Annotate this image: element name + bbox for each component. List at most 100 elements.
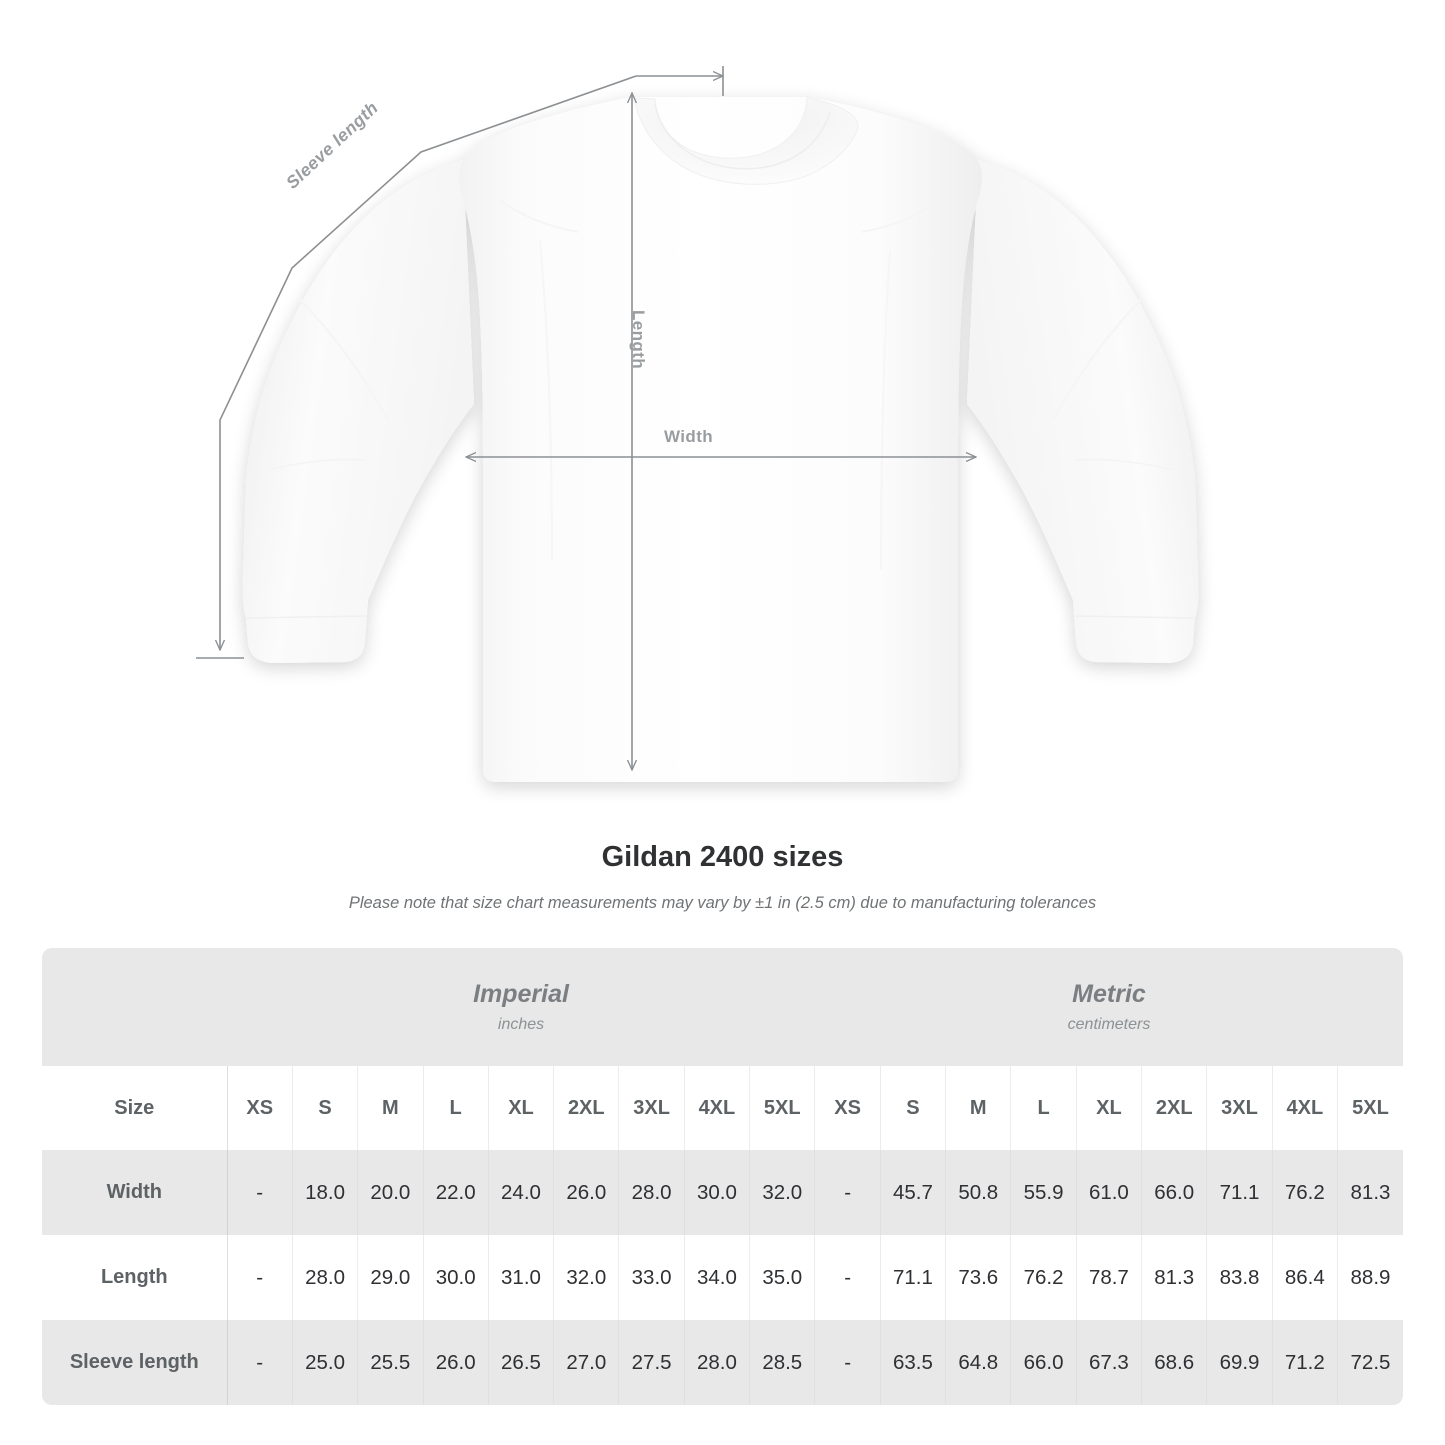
table-cell: 66.0 <box>1010 1320 1077 1405</box>
size-header-cell: XL <box>1076 1066 1143 1150</box>
garment-diagram: Sleeve length Length Width <box>196 66 1199 782</box>
table-cell: 30.0 <box>684 1150 751 1235</box>
table-cell: 71.2 <box>1272 1320 1338 1405</box>
size-header-cell: 2XL <box>1141 1066 1208 1150</box>
page-title: Gildan 2400 sizes <box>601 841 844 873</box>
table-cell: 26.5 <box>488 1320 555 1405</box>
table-cell: 71.1 <box>1206 1150 1273 1235</box>
table-cell: 29.0 <box>357 1235 424 1320</box>
table-cell: 76.2 <box>1010 1235 1077 1320</box>
table-cell: 83.8 <box>1206 1235 1273 1320</box>
table-cell: 30.0 <box>423 1235 489 1320</box>
table-cell: 32.0 <box>553 1235 620 1320</box>
table-cell: 72.5 <box>1337 1320 1403 1405</box>
tolerance-note: Please note that size chart measurements… <box>348 893 1097 912</box>
table-cell: 66.0 <box>1141 1150 1208 1235</box>
table-cell: 33.0 <box>618 1235 685 1320</box>
size-header-cell: 5XL <box>1337 1066 1403 1150</box>
table-cell: 27.0 <box>553 1320 620 1405</box>
table-cell: 28.0 <box>684 1320 751 1405</box>
table-cell: - <box>227 1150 293 1235</box>
metric-unit-sub: centimeters <box>1067 1016 1151 1034</box>
size-header-cell: M <box>357 1066 424 1150</box>
size-header-row: Size XS S M L XL 2XL 3XL 4XL 5XL XS S M … <box>42 1066 1403 1150</box>
table-cell: 55.9 <box>1010 1150 1077 1235</box>
imperial-unit-sub: inches <box>497 1016 545 1034</box>
table-cell: 22.0 <box>423 1150 489 1235</box>
size-table: Imperial inches Metric centimeters Size … <box>42 948 1403 1405</box>
table-row: Width - 18.0 20.0 22.0 24.0 26.0 28.0 30… <box>42 1150 1403 1235</box>
size-header-cell: M <box>945 1066 1012 1150</box>
table-cell: 20.0 <box>357 1150 424 1235</box>
unit-header-row: Imperial inches Metric centimeters <box>42 948 1403 1066</box>
table-cell: - <box>814 1235 881 1320</box>
imperial-header-cell: Imperial inches <box>227 948 815 1066</box>
table-cell: 81.3 <box>1337 1150 1403 1235</box>
table-cell: 50.8 <box>945 1150 1012 1235</box>
table-cell: 31.0 <box>488 1235 555 1320</box>
size-table-container: Imperial inches Metric centimeters Size … <box>42 948 1403 1405</box>
table-cell: 67.3 <box>1076 1320 1143 1405</box>
size-header-cell: XS <box>227 1066 293 1150</box>
size-header-cell: XL <box>488 1066 555 1150</box>
table-cell: 25.5 <box>357 1320 424 1405</box>
table-cell: 68.6 <box>1141 1320 1208 1405</box>
table-cell: 34.0 <box>684 1235 751 1320</box>
table-row: Sleeve length - 25.0 25.5 26.0 26.5 27.0… <box>42 1320 1403 1405</box>
size-header-cell: 5XL <box>749 1066 816 1150</box>
table-cell: 28.0 <box>292 1235 359 1320</box>
size-header-cell: L <box>1010 1066 1077 1150</box>
table-cell: 24.0 <box>488 1150 555 1235</box>
table-cell: - <box>227 1320 293 1405</box>
table-cell: 45.7 <box>880 1150 947 1235</box>
table-cell: 18.0 <box>292 1150 359 1235</box>
table-cell: 25.0 <box>292 1320 359 1405</box>
table-cell: 69.9 <box>1206 1320 1273 1405</box>
table-cell: - <box>814 1320 881 1405</box>
size-header-cell: S <box>880 1066 947 1150</box>
width-label: Width <box>664 427 714 446</box>
row-label: Length <box>42 1235 228 1320</box>
table-cell: 28.5 <box>749 1320 816 1405</box>
size-header-cell: 4XL <box>1272 1066 1338 1150</box>
table-cell: 63.5 <box>880 1320 947 1405</box>
unit-spacer-cell <box>42 948 228 1066</box>
table-cell: - <box>227 1235 293 1320</box>
table-cell: 73.6 <box>945 1235 1012 1320</box>
size-column-header: Size <box>42 1066 228 1150</box>
size-header-cell: XS <box>814 1066 881 1150</box>
table-cell: 81.3 <box>1141 1235 1208 1320</box>
table-cell: 88.9 <box>1337 1235 1403 1320</box>
size-header-cell: 4XL <box>684 1066 751 1150</box>
imperial-unit-name: Imperial <box>473 979 569 1008</box>
table-cell: - <box>814 1150 881 1235</box>
table-cell: 61.0 <box>1076 1150 1143 1235</box>
size-header-cell: 2XL <box>553 1066 620 1150</box>
table-cell: 76.2 <box>1272 1150 1338 1235</box>
tshirt-illustration <box>196 66 1199 782</box>
table-cell: 32.0 <box>749 1150 816 1235</box>
size-header-cell: L <box>423 1066 489 1150</box>
table-cell: 86.4 <box>1272 1235 1338 1320</box>
size-header-cell: 3XL <box>618 1066 685 1150</box>
metric-header-cell: Metric centimeters <box>814 948 1403 1066</box>
table-row: Length - 28.0 29.0 30.0 31.0 32.0 33.0 3… <box>42 1235 1403 1320</box>
metric-unit-name: Metric <box>1072 979 1146 1008</box>
table-cell: 71.1 <box>880 1235 947 1320</box>
table-cell: 26.0 <box>423 1320 489 1405</box>
size-header-cell: 3XL <box>1206 1066 1273 1150</box>
table-cell: 28.0 <box>618 1150 685 1235</box>
title-block: Gildan 2400 sizes Please note that size … <box>0 840 1445 914</box>
table-cell: 27.5 <box>618 1320 685 1405</box>
length-label: Length <box>629 310 648 370</box>
table-cell: 26.0 <box>553 1150 620 1235</box>
size-table-body: Imperial inches Metric centimeters Size … <box>42 948 1403 1405</box>
size-header-cell: S <box>292 1066 359 1150</box>
shirt-body <box>242 96 1199 782</box>
row-label: Sleeve length <box>42 1320 228 1405</box>
table-cell: 78.7 <box>1076 1235 1143 1320</box>
table-cell: 64.8 <box>945 1320 1012 1405</box>
measurement-lines <box>196 66 976 770</box>
row-label: Width <box>42 1150 228 1235</box>
